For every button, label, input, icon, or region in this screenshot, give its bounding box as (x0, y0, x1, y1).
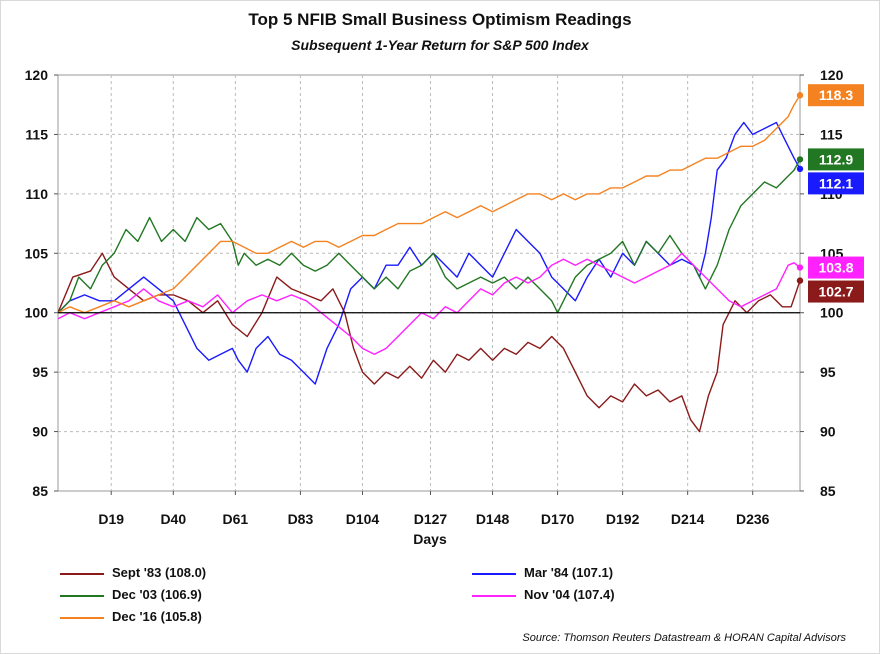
callout-box (808, 148, 864, 171)
y-tick-label-left: 105 (25, 245, 49, 261)
series-end-marker (796, 277, 804, 284)
y-tick-label-left: 90 (32, 424, 48, 440)
series-lines (57, 92, 804, 433)
legend-label: Sept '83 (108.0) (112, 565, 207, 580)
legend-swatch (60, 595, 104, 597)
callout-value: 102.7 (818, 284, 853, 300)
axes: 8590951001051101151208590951001051101151… (25, 67, 844, 527)
series-end-marker (796, 165, 804, 173)
callout-box (808, 280, 864, 303)
y-tick-label-left: 95 (32, 364, 48, 380)
x-tick-label: D40 (160, 511, 186, 527)
y-tick-label-right: 95 (820, 364, 836, 380)
y-tick-label-left: 115 (25, 126, 48, 142)
end-value-callout: 112.1 (808, 172, 864, 195)
x-tick-label: D148 (476, 511, 510, 527)
series-line (57, 252, 801, 433)
legend-label: Dec '16 (105.8) (112, 609, 202, 624)
callout-box (808, 172, 864, 195)
y-tick-label-right: 90 (820, 424, 836, 440)
series-line (57, 159, 801, 314)
x-tick-label: D61 (223, 511, 249, 527)
chart-title: Top 5 NFIB Small Business Optimism Readi… (248, 10, 632, 29)
y-tick-label-right: 85 (820, 483, 836, 499)
x-tick-label: D83 (288, 511, 314, 527)
x-tick-label: D104 (346, 511, 380, 527)
end-value-callout: 103.8 (808, 256, 864, 279)
legend-swatch (60, 573, 104, 575)
series-end-marker (796, 92, 804, 99)
legend-swatch (472, 573, 516, 575)
legend-swatch (472, 595, 516, 597)
series-line (57, 252, 801, 355)
x-tick-label: D170 (541, 511, 575, 527)
x-tick-label: D214 (671, 511, 705, 527)
x-axis-label: Days (413, 531, 447, 547)
x-tick-label: D236 (736, 511, 770, 527)
y-tick-label-right: 100 (820, 305, 844, 321)
y-tick-label-right: 120 (820, 67, 844, 83)
legend-label: Nov '04 (107.4) (524, 587, 615, 602)
chart-subtitle: Subsequent 1-Year Return for S&P 500 Ind… (291, 37, 589, 53)
y-tick-label-left: 100 (25, 305, 49, 321)
end-value-callout: 102.7 (808, 280, 864, 303)
legend-label: Dec '03 (106.9) (112, 587, 202, 602)
y-tick-label-left: 85 (32, 483, 48, 499)
x-tick-label: D192 (606, 511, 640, 527)
y-tick-label-left: 110 (25, 186, 48, 202)
series-end-marker (796, 156, 804, 163)
end-value-callouts: 118.3 112.9 112.1 103.8 102.7 (808, 84, 864, 303)
callout-box (808, 84, 864, 107)
series-end-marker (796, 264, 804, 271)
legend-swatch (60, 617, 104, 619)
callout-value: 112.9 (819, 151, 853, 167)
callout-box (808, 256, 864, 279)
callout-value: 118.3 (819, 87, 853, 103)
end-value-callout: 112.9 (808, 148, 864, 171)
legend-label: Mar '84 (107.1) (524, 565, 614, 580)
series-line (57, 94, 801, 314)
x-tick-label: D19 (98, 511, 124, 527)
gridlines (58, 75, 800, 491)
end-value-callout: 118.3 (808, 84, 864, 107)
callout-value: 103.8 (818, 260, 853, 276)
series-line (57, 121, 801, 385)
source-note: Source: Thomson Reuters Datastream & HOR… (522, 632, 846, 644)
x-tick-label: D127 (414, 511, 448, 527)
y-tick-label-left: 120 (25, 67, 49, 83)
plot-area (57, 74, 801, 492)
callout-value: 112.1 (819, 175, 853, 191)
y-tick-label-right: 115 (820, 126, 843, 142)
